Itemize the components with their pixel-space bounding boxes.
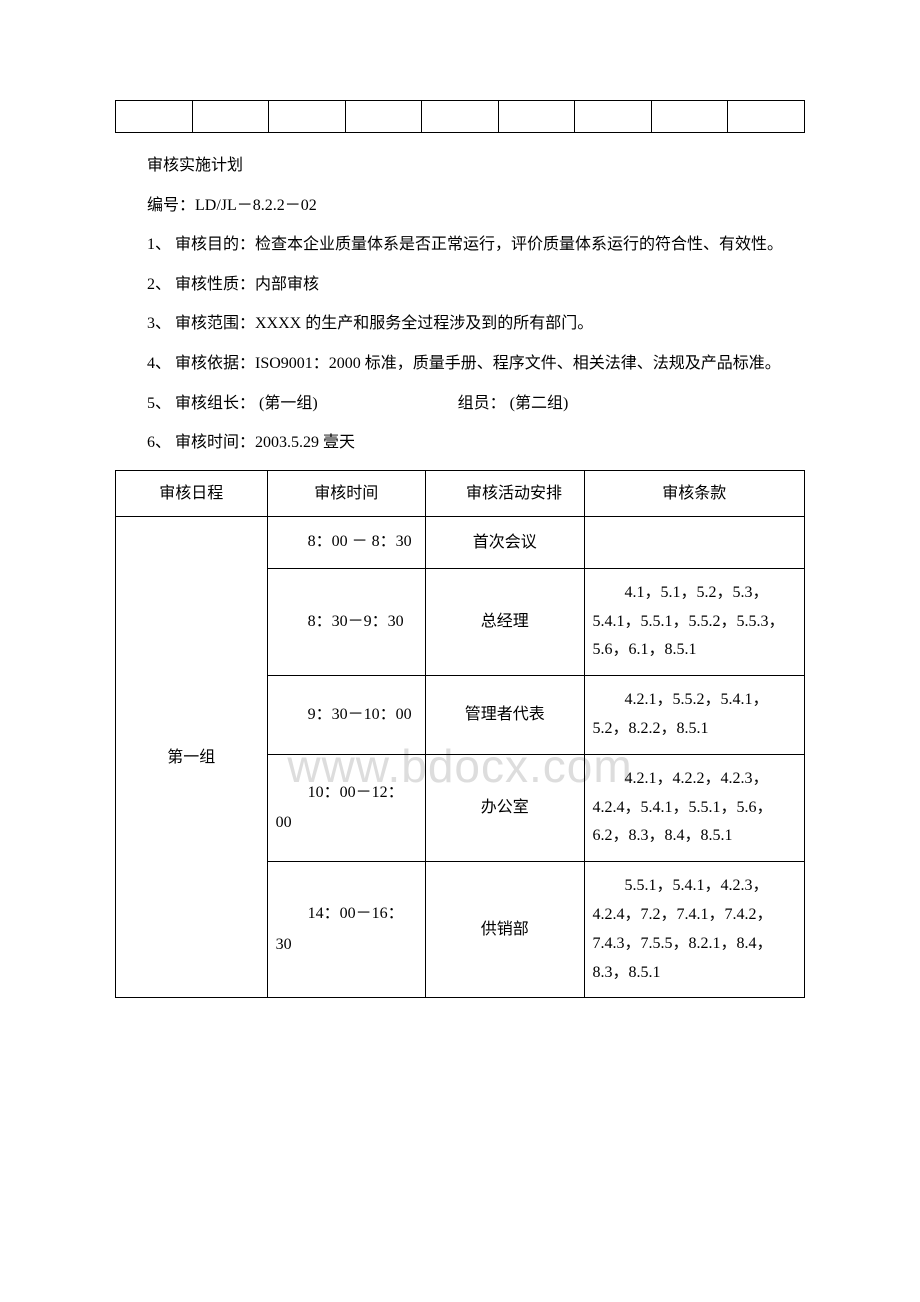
item-4-text: 4、 审核依据：ISO9001：2000 标准，质量手册、程序文件、相关法律、法…	[147, 355, 781, 372]
activity-text: 首次会议	[473, 534, 537, 551]
empty-table-row	[116, 101, 805, 133]
clause-cell: 4.1，5.1，5.2，5.3，5.4.1，5.5.1，5.5.2，5.5.3，…	[584, 568, 804, 675]
activity-text: 管理者代表	[465, 706, 545, 723]
header-activity: 审核活动安排	[426, 470, 584, 517]
empty-header-table	[115, 100, 805, 133]
clause-cell: 4.2.1，5.5.2，5.4.1，5.2，8.2.2，8.5.1	[584, 676, 804, 755]
activity-cell: 办公室	[426, 754, 584, 861]
activity-text: 办公室	[481, 799, 529, 816]
document-number: 编号：LD/JL－8.2.2－02	[115, 193, 805, 219]
header-time: 审核时间	[267, 470, 425, 517]
activity-cell: 首次会议	[426, 517, 584, 568]
clause-cell: 4.2.1，4.2.2，4.2.3，4.2.4，5.4.1，5.5.1，5.6，…	[584, 754, 804, 861]
document-wrapper: www.bdocx.com 审核实施计划 编号：LD/JL－8.2.2－02 1…	[115, 100, 805, 998]
time-cell: 10：00－12：00	[267, 754, 425, 861]
item-1-text: 1、 审核目的：检查本企业质量体系是否正常运行，评价质量体系运行的符合性、有效性…	[147, 236, 783, 253]
empty-cell	[728, 101, 805, 133]
item-5-leader-text: 5、 审核组长： (第一组)	[147, 395, 318, 412]
group-cell: 第一组	[116, 517, 268, 998]
header-activity-text: 审核活动安排	[434, 481, 575, 507]
activity-cell: 供销部	[426, 862, 584, 998]
item-5-member-text: 组员： (第二组)	[458, 395, 569, 412]
empty-cell	[116, 101, 193, 133]
clause-cell	[584, 517, 804, 568]
activity-cell: 总经理	[426, 568, 584, 675]
document-heading: 审核实施计划	[115, 153, 805, 179]
item-6-time: 6、 审核时间：2003.5.29 壹天	[115, 430, 805, 456]
time-cell: 8：30－9：30	[267, 568, 425, 675]
item-2-nature: 2、 审核性质：内部审核	[115, 272, 805, 298]
item-5-leader: 5、 审核组长： (第一组) 组员： (第二组)	[115, 391, 805, 417]
empty-cell	[651, 101, 728, 133]
activity-cell: 管理者代表	[426, 676, 584, 755]
time-cell: 9：30－10：00	[267, 676, 425, 755]
item-1-purpose: 1、 审核目的：检查本企业质量体系是否正常运行，评价质量体系运行的符合性、有效性…	[115, 232, 805, 258]
empty-cell	[575, 101, 652, 133]
item-4-basis: 4、 审核依据：ISO9001：2000 标准，质量手册、程序文件、相关法律、法…	[115, 351, 805, 377]
clause-cell: 5.5.1，5.4.1，4.2.3，4.2.4，7.2，7.4.1，7.4.2，…	[584, 862, 804, 998]
item-3-scope: 3、 审核范围：XXXX 的生产和服务全过程涉及到的所有部门。	[115, 311, 805, 337]
activity-text: 总经理	[481, 613, 529, 630]
header-clauses: 审核条款	[584, 470, 804, 517]
empty-cell	[269, 101, 346, 133]
empty-cell	[498, 101, 575, 133]
time-cell: 14：00－16：30	[267, 862, 425, 998]
empty-cell	[422, 101, 499, 133]
empty-cell	[345, 101, 422, 133]
table-header-row: 审核日程 审核时间 审核活动安排 审核条款	[116, 470, 805, 517]
empty-cell	[192, 101, 269, 133]
audit-schedule-table: 审核日程 审核时间 审核活动安排 审核条款 第一组 8：00 － 8：30 首次…	[115, 470, 805, 999]
activity-text: 供销部	[481, 921, 529, 938]
table-row: 第一组 8：00 － 8：30 首次会议	[116, 517, 805, 568]
header-schedule: 审核日程	[116, 470, 268, 517]
time-cell: 8：00 － 8：30	[267, 517, 425, 568]
